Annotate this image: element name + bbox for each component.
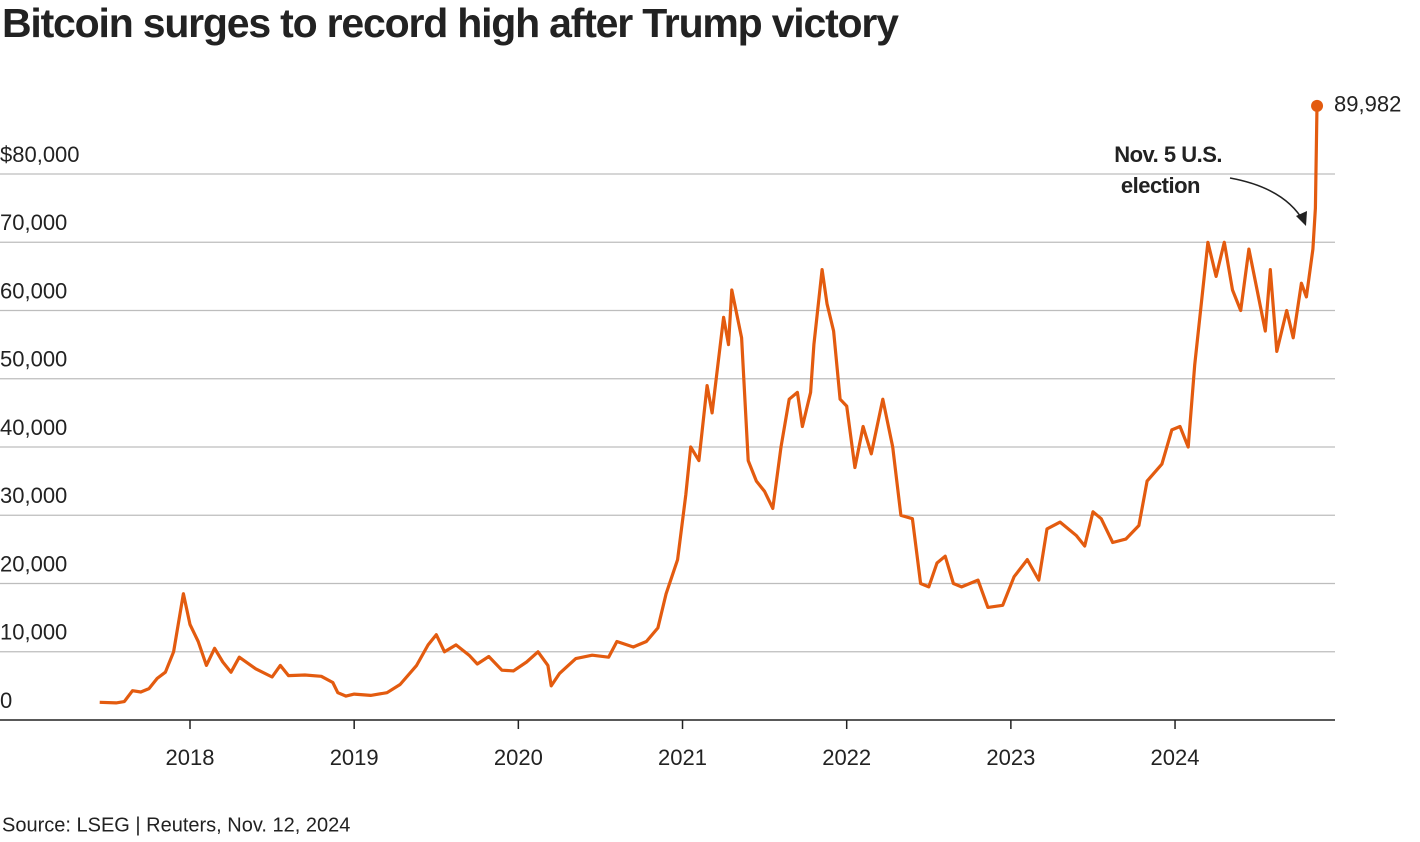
value-label: 89,982 bbox=[1334, 92, 1401, 117]
y-tick-label: 40,000 bbox=[0, 415, 67, 440]
y-tick-label: 0 bbox=[0, 688, 12, 713]
price-line bbox=[99, 105, 1319, 705]
y-tick-label: 70,000 bbox=[0, 210, 67, 235]
y-tick-label: 60,000 bbox=[0, 278, 67, 303]
y-tick-label: 20,000 bbox=[0, 551, 67, 576]
x-tick-label: 2021 bbox=[658, 745, 707, 770]
source: Source: LSEG | Reuters, Nov. 12, 2024 bbox=[2, 814, 350, 836]
annotation: Nov. 5 U.S. bbox=[1114, 142, 1222, 167]
chart-title: Bitcoin surges to record high after Trum… bbox=[2, 0, 899, 46]
annotation: election bbox=[1121, 173, 1200, 198]
end-point bbox=[1311, 99, 1324, 112]
y-tick-label: 30,000 bbox=[0, 483, 67, 508]
y-tick-label: $80,000 bbox=[0, 142, 80, 167]
x-tick-label: 2023 bbox=[986, 745, 1035, 770]
x-tick-label: 2024 bbox=[1151, 745, 1200, 770]
x-tick-label: 2019 bbox=[330, 745, 379, 770]
y-tick-label: 10,000 bbox=[0, 620, 67, 645]
annotation-arrowhead bbox=[1296, 211, 1307, 226]
y-tick-label: 50,000 bbox=[0, 347, 67, 372]
annotation-arrow bbox=[1229, 177, 1305, 223]
x-tick-label: 2018 bbox=[166, 745, 215, 770]
x-tick-label: 2022 bbox=[822, 745, 871, 770]
x-tick-label: 2020 bbox=[494, 745, 543, 770]
